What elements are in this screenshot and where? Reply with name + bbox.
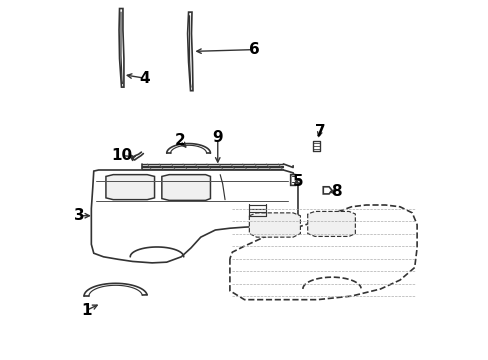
Text: 10: 10	[111, 148, 132, 163]
Polygon shape	[229, 205, 416, 300]
Text: 1: 1	[81, 303, 92, 318]
Polygon shape	[106, 175, 154, 200]
Polygon shape	[162, 175, 210, 201]
Polygon shape	[307, 211, 355, 237]
Text: 8: 8	[331, 184, 342, 199]
Text: 5: 5	[292, 174, 303, 189]
Polygon shape	[249, 213, 300, 237]
Polygon shape	[323, 187, 331, 194]
Text: 6: 6	[248, 42, 259, 57]
Polygon shape	[290, 175, 296, 185]
Polygon shape	[187, 12, 193, 91]
Text: 3: 3	[74, 208, 84, 223]
Text: 2: 2	[175, 133, 185, 148]
Text: 9: 9	[212, 130, 223, 145]
Text: 4: 4	[139, 71, 150, 86]
Polygon shape	[91, 170, 297, 263]
Text: 7: 7	[314, 124, 325, 139]
Polygon shape	[119, 9, 123, 87]
